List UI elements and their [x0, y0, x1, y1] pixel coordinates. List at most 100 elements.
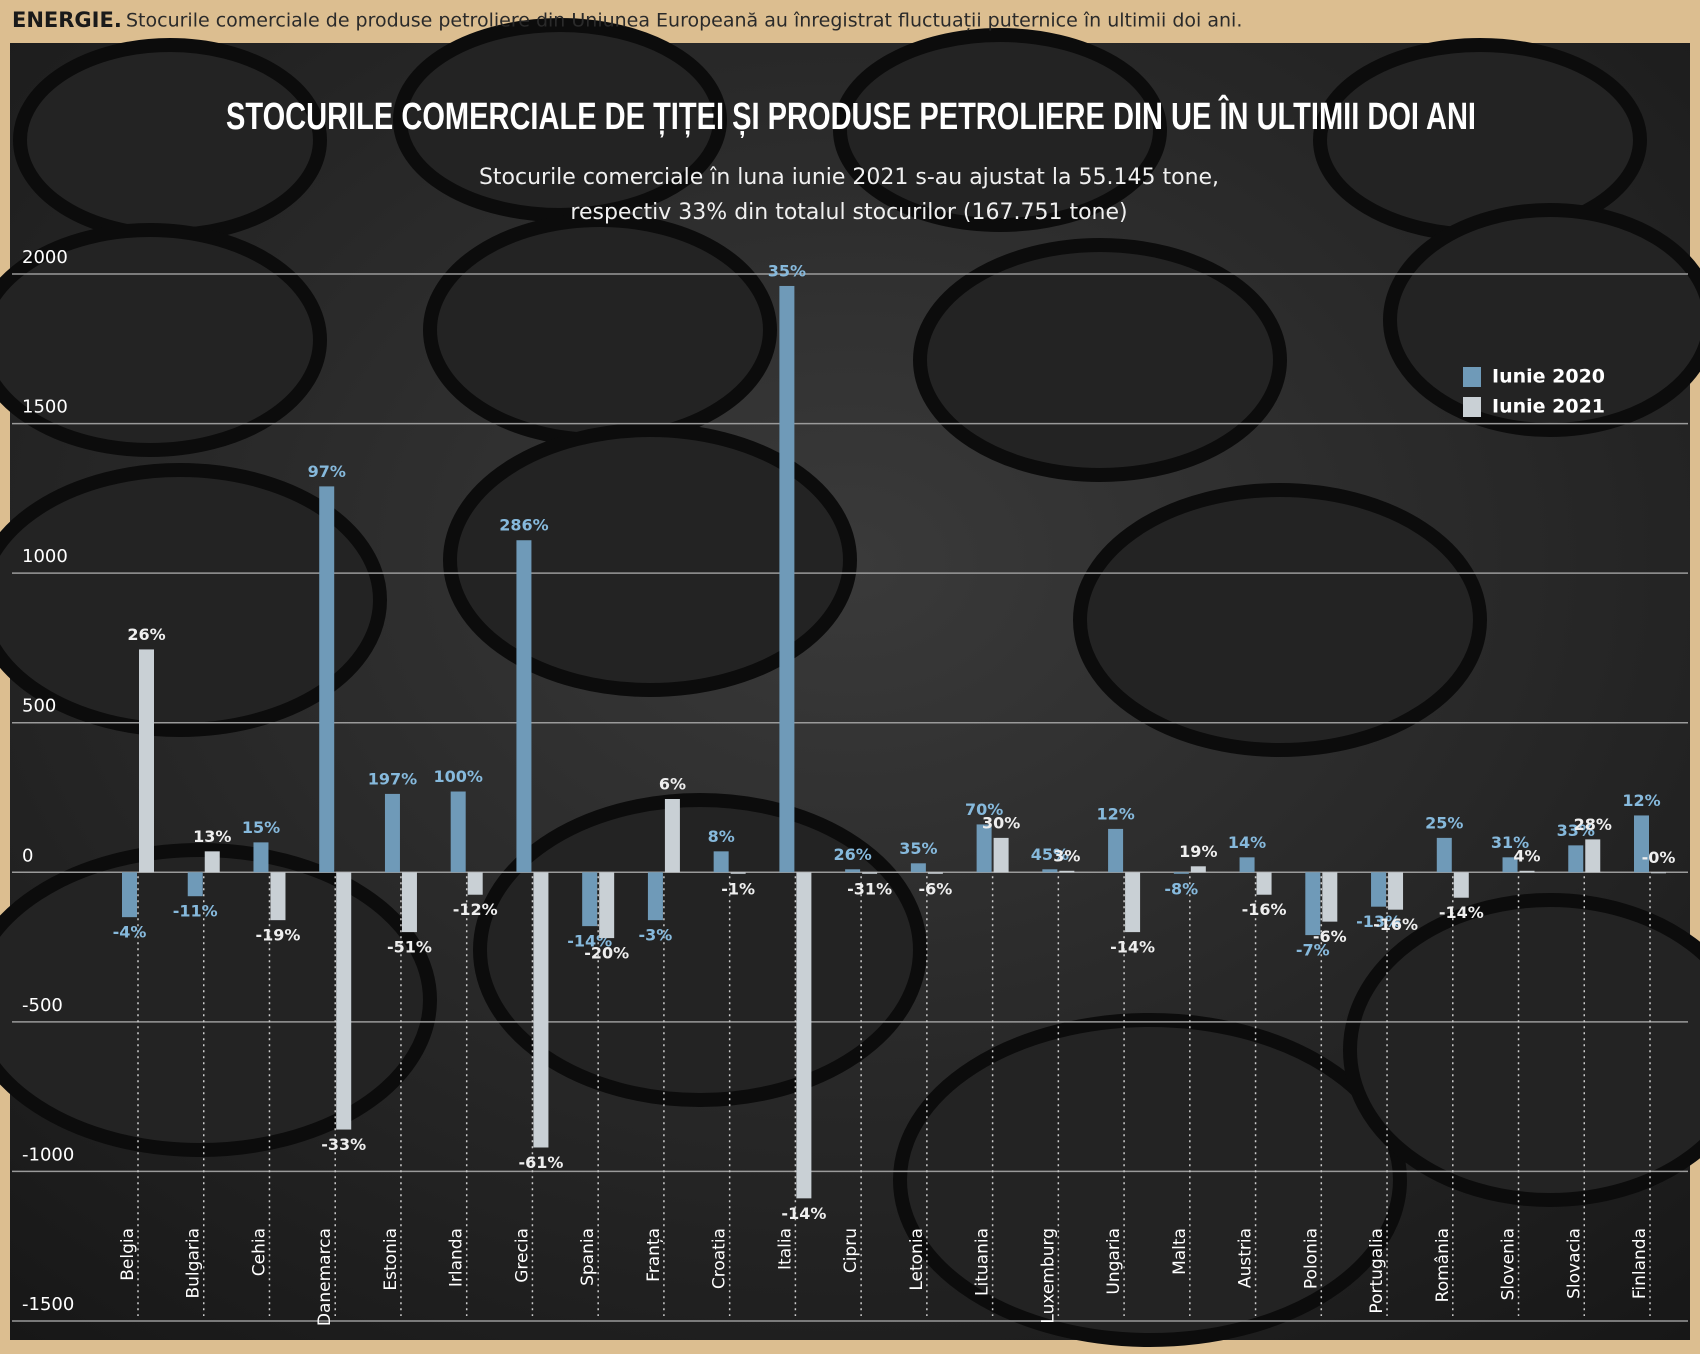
- bar: [1568, 845, 1584, 873]
- legend-swatch: [1463, 367, 1481, 387]
- bar-label: 13%: [193, 827, 231, 846]
- x-tick-label: Irlanda: [447, 1228, 467, 1287]
- bar-label: -13%: [1356, 912, 1401, 931]
- bar-label: 97%: [308, 462, 346, 481]
- bar-label: 35%: [768, 261, 806, 280]
- legend-label: Iunie 2021: [1492, 396, 1605, 418]
- bar: [862, 872, 878, 874]
- y-tick-label: -500: [22, 995, 63, 1016]
- bar-label: -31%: [847, 879, 892, 898]
- x-tick-label: Slovenia: [1499, 1228, 1519, 1300]
- bar: [253, 842, 269, 873]
- bar: [533, 872, 549, 1148]
- bar: [1256, 872, 1272, 895]
- subtitle: Stocurile comerciale în luna iunie 2021 …: [479, 165, 1219, 190]
- bar: [270, 872, 286, 921]
- x-tick-label: Belgia: [118, 1228, 138, 1281]
- bar-label: 33%: [1557, 821, 1595, 840]
- y-tick-label: 1000: [22, 546, 68, 567]
- bar: [1322, 872, 1338, 922]
- bar-label: -20%: [584, 944, 629, 963]
- bar: [1125, 872, 1141, 933]
- bar-label: -14%: [781, 1204, 826, 1223]
- chart-title: STOCURILE COMERCIALE DE ȚIȚEI ȘI PRODUSE…: [226, 94, 1476, 138]
- bar-label: 45%: [1031, 845, 1069, 864]
- bar: [204, 851, 220, 873]
- bar-label: -33%: [321, 1135, 366, 1154]
- x-tick-label: Estonia: [381, 1228, 401, 1291]
- y-tick-label: 2000: [22, 247, 68, 268]
- bar: [1190, 866, 1206, 873]
- bar: [1173, 872, 1189, 874]
- bar-label: 12%: [1622, 791, 1660, 810]
- bar-label: 12%: [1096, 804, 1134, 823]
- x-tick-label: Danemarca: [315, 1228, 335, 1326]
- x-tick-label: Portugalia: [1367, 1228, 1387, 1314]
- y-tick-label: -1000: [22, 1144, 74, 1165]
- bar-label: -16%: [1373, 915, 1418, 934]
- x-tick-label: Cehia: [249, 1228, 269, 1276]
- x-tick-label: Franța: [644, 1228, 664, 1282]
- bar-label: -11%: [173, 902, 218, 921]
- bar-label: 3%: [1053, 846, 1080, 865]
- x-tick-label: Lituania: [973, 1228, 993, 1296]
- subtitle: respectiv 33% din totalul stocurilor (16…: [570, 200, 1127, 225]
- bar-label: -3%: [639, 926, 673, 945]
- x-tick-label: Austria: [1236, 1228, 1256, 1288]
- bar: [796, 872, 812, 1199]
- bar-label: 28%: [1574, 815, 1612, 834]
- bar-label: -0%: [1642, 848, 1676, 867]
- bar-label: -12%: [453, 900, 498, 919]
- bar: [1436, 837, 1452, 873]
- bar: [1059, 870, 1075, 873]
- x-tick-label: Polonia: [1301, 1228, 1321, 1289]
- bar-label: -1%: [721, 879, 755, 898]
- bar: [1371, 872, 1387, 907]
- caption: Stocurile comerciale de produse petrolie…: [126, 10, 1242, 32]
- bar-label: 70%: [965, 800, 1003, 819]
- x-tick-label: Grecia: [512, 1228, 532, 1283]
- bar: [1453, 872, 1469, 898]
- bar: [1651, 872, 1666, 874]
- bar: [450, 791, 466, 873]
- bar-label: 8%: [708, 827, 735, 846]
- legend-swatch: [1463, 397, 1481, 417]
- bar: [845, 869, 861, 873]
- bar-label: -6%: [1313, 927, 1347, 946]
- bar-label: 19%: [1179, 842, 1217, 861]
- bar-label: 35%: [899, 839, 937, 858]
- bar: [599, 872, 615, 939]
- x-tick-label: Bulgaria: [184, 1228, 204, 1299]
- bar-label: -6%: [918, 879, 952, 898]
- bar: [1502, 857, 1518, 873]
- y-tick-label: 500: [22, 696, 56, 717]
- bar-label: 14%: [1228, 833, 1266, 852]
- bar-label: 100%: [433, 767, 482, 786]
- x-tick-label: Finlanda: [1630, 1228, 1650, 1299]
- bar-label: -61%: [518, 1153, 563, 1172]
- x-tick-label: Luxemburg: [1038, 1228, 1058, 1324]
- bar: [664, 798, 680, 873]
- legend-label: Iunie 2020: [1492, 366, 1605, 388]
- bar-label: -51%: [387, 938, 432, 957]
- x-tick-label: Letonia: [907, 1228, 927, 1291]
- bar-label: 197%: [368, 769, 417, 788]
- bar-label: -14%: [1110, 938, 1155, 957]
- bar-label: -19%: [256, 926, 301, 945]
- bar-label: -8%: [1164, 879, 1198, 898]
- bar: [1108, 828, 1124, 873]
- x-tick-label: Malta: [1170, 1228, 1190, 1275]
- bar-label: -14%: [1439, 903, 1484, 922]
- x-tick-label: Spania: [578, 1228, 598, 1286]
- bar: [319, 486, 335, 873]
- bar-label: 26%: [833, 845, 871, 864]
- x-tick-label: Italia: [775, 1228, 795, 1270]
- bar: [1585, 839, 1601, 873]
- bar: [779, 285, 795, 873]
- bar-label: -4%: [113, 923, 147, 942]
- bar: [976, 824, 992, 873]
- bar: [139, 649, 154, 873]
- bar-label: 6%: [659, 774, 686, 793]
